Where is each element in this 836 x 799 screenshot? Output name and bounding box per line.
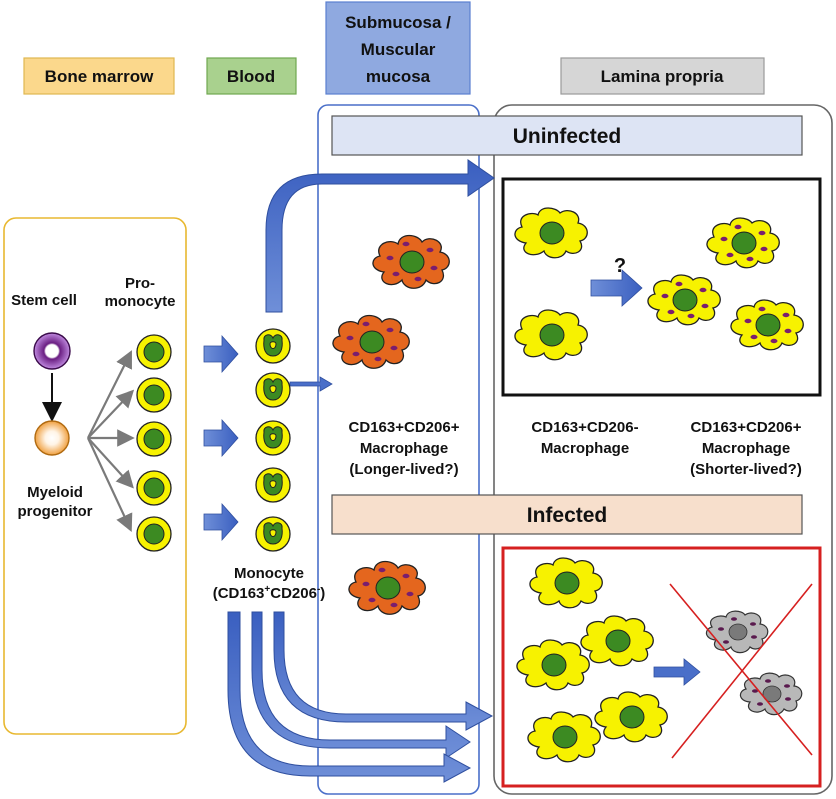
submucosa-region bbox=[317, 104, 480, 795]
neg-macrophage-label-line1: CD163+CD206- bbox=[531, 419, 638, 436]
arrow-to-infected-3 bbox=[227, 611, 472, 783]
bone-marrow-header-box bbox=[23, 57, 175, 95]
myeloid-label-line1: Myeloid bbox=[27, 484, 83, 501]
myeloid-progenitor-icon bbox=[34, 420, 70, 456]
infected-macrophage-3 bbox=[516, 639, 590, 691]
infected-banner bbox=[331, 494, 803, 535]
uninfected-pos-macrophage-1 bbox=[707, 218, 779, 268]
monocyte-label-line1: Monocyte bbox=[234, 565, 304, 582]
bone-marrow-header: Bone marrow bbox=[45, 67, 154, 86]
pos-macrophage-label-line1: CD163+CD206+ bbox=[691, 419, 802, 436]
submucosa-header-line3: mucosa bbox=[366, 67, 431, 86]
submucosa-macrophage-3 bbox=[348, 560, 426, 615]
blood-header: Blood bbox=[227, 67, 275, 86]
infected-macrophage-2 bbox=[580, 615, 654, 667]
arrow-to-infected-1 bbox=[273, 611, 494, 731]
lamina-propria-region bbox=[493, 104, 833, 795]
bone-marrow-region bbox=[3, 217, 187, 735]
conversion-arrow bbox=[590, 269, 643, 307]
submucosa-header-line2: Muscular bbox=[361, 40, 436, 59]
arrow-to-infected-2 bbox=[251, 611, 471, 759]
submucosa-macrophage-2 bbox=[332, 314, 410, 369]
uninfected-banner bbox=[331, 115, 803, 156]
lamina-header: Lamina propria bbox=[601, 67, 724, 86]
promonocyte-label-line1: Pro- bbox=[125, 275, 155, 292]
promonocyte-label-line2: monocyte bbox=[105, 293, 176, 310]
infected-macrophage-1 bbox=[529, 557, 603, 609]
submucosa-header-box bbox=[325, 1, 471, 95]
pos-macrophage-label-line3: (Shorter-lived?) bbox=[690, 461, 802, 478]
cross-line-2 bbox=[671, 583, 813, 759]
infected-macrophage-5 bbox=[527, 711, 601, 763]
uninfected-label: Uninfected bbox=[513, 125, 622, 148]
monocyte-cells bbox=[255, 328, 291, 552]
uninfected-pos-macrophage-3 bbox=[731, 300, 803, 350]
dead-macrophage-1 bbox=[705, 610, 769, 654]
stem-cell-label: Stem cell bbox=[11, 292, 77, 309]
promonocyte-cells bbox=[136, 334, 172, 552]
myeloid-label-line2: progenitor bbox=[18, 503, 93, 520]
uninfected-neg-macrophage-2 bbox=[514, 309, 588, 361]
submucosa-header-line1: Submucosa / bbox=[345, 13, 451, 32]
uninfected-pos-macrophage-2 bbox=[648, 275, 720, 325]
lamina-header-box bbox=[560, 57, 765, 95]
monocyte-label-line2: (CD163+CD206-) bbox=[213, 584, 326, 602]
submucosa-macrophage-1 bbox=[372, 234, 450, 289]
infected-label: Infected bbox=[527, 504, 608, 527]
cross-line-1 bbox=[669, 583, 813, 756]
submucosa-macrophage-label-line3: (Longer-lived?) bbox=[349, 461, 458, 478]
death-arrow bbox=[653, 658, 701, 686]
myeloid-fan-arrows bbox=[87, 350, 135, 532]
submucosa-macrophage-label-line1: CD163+CD206+ bbox=[349, 419, 460, 436]
promono-to-mono-arrows bbox=[203, 334, 239, 542]
uninfected-neg-macrophage-1 bbox=[514, 207, 588, 259]
infected-macrophage-4 bbox=[594, 691, 668, 743]
blood-header-box bbox=[206, 57, 297, 95]
pos-macrophage-label-line2: Macrophage bbox=[702, 440, 790, 457]
arrow-to-uninfected bbox=[265, 159, 495, 313]
submucosa-macrophage-label-line2: Macrophage bbox=[360, 440, 448, 457]
arrow-to-submucosa bbox=[289, 376, 333, 392]
stem-cell-icon bbox=[33, 332, 71, 370]
neg-macrophage-label-line2: Macrophage bbox=[541, 440, 629, 457]
